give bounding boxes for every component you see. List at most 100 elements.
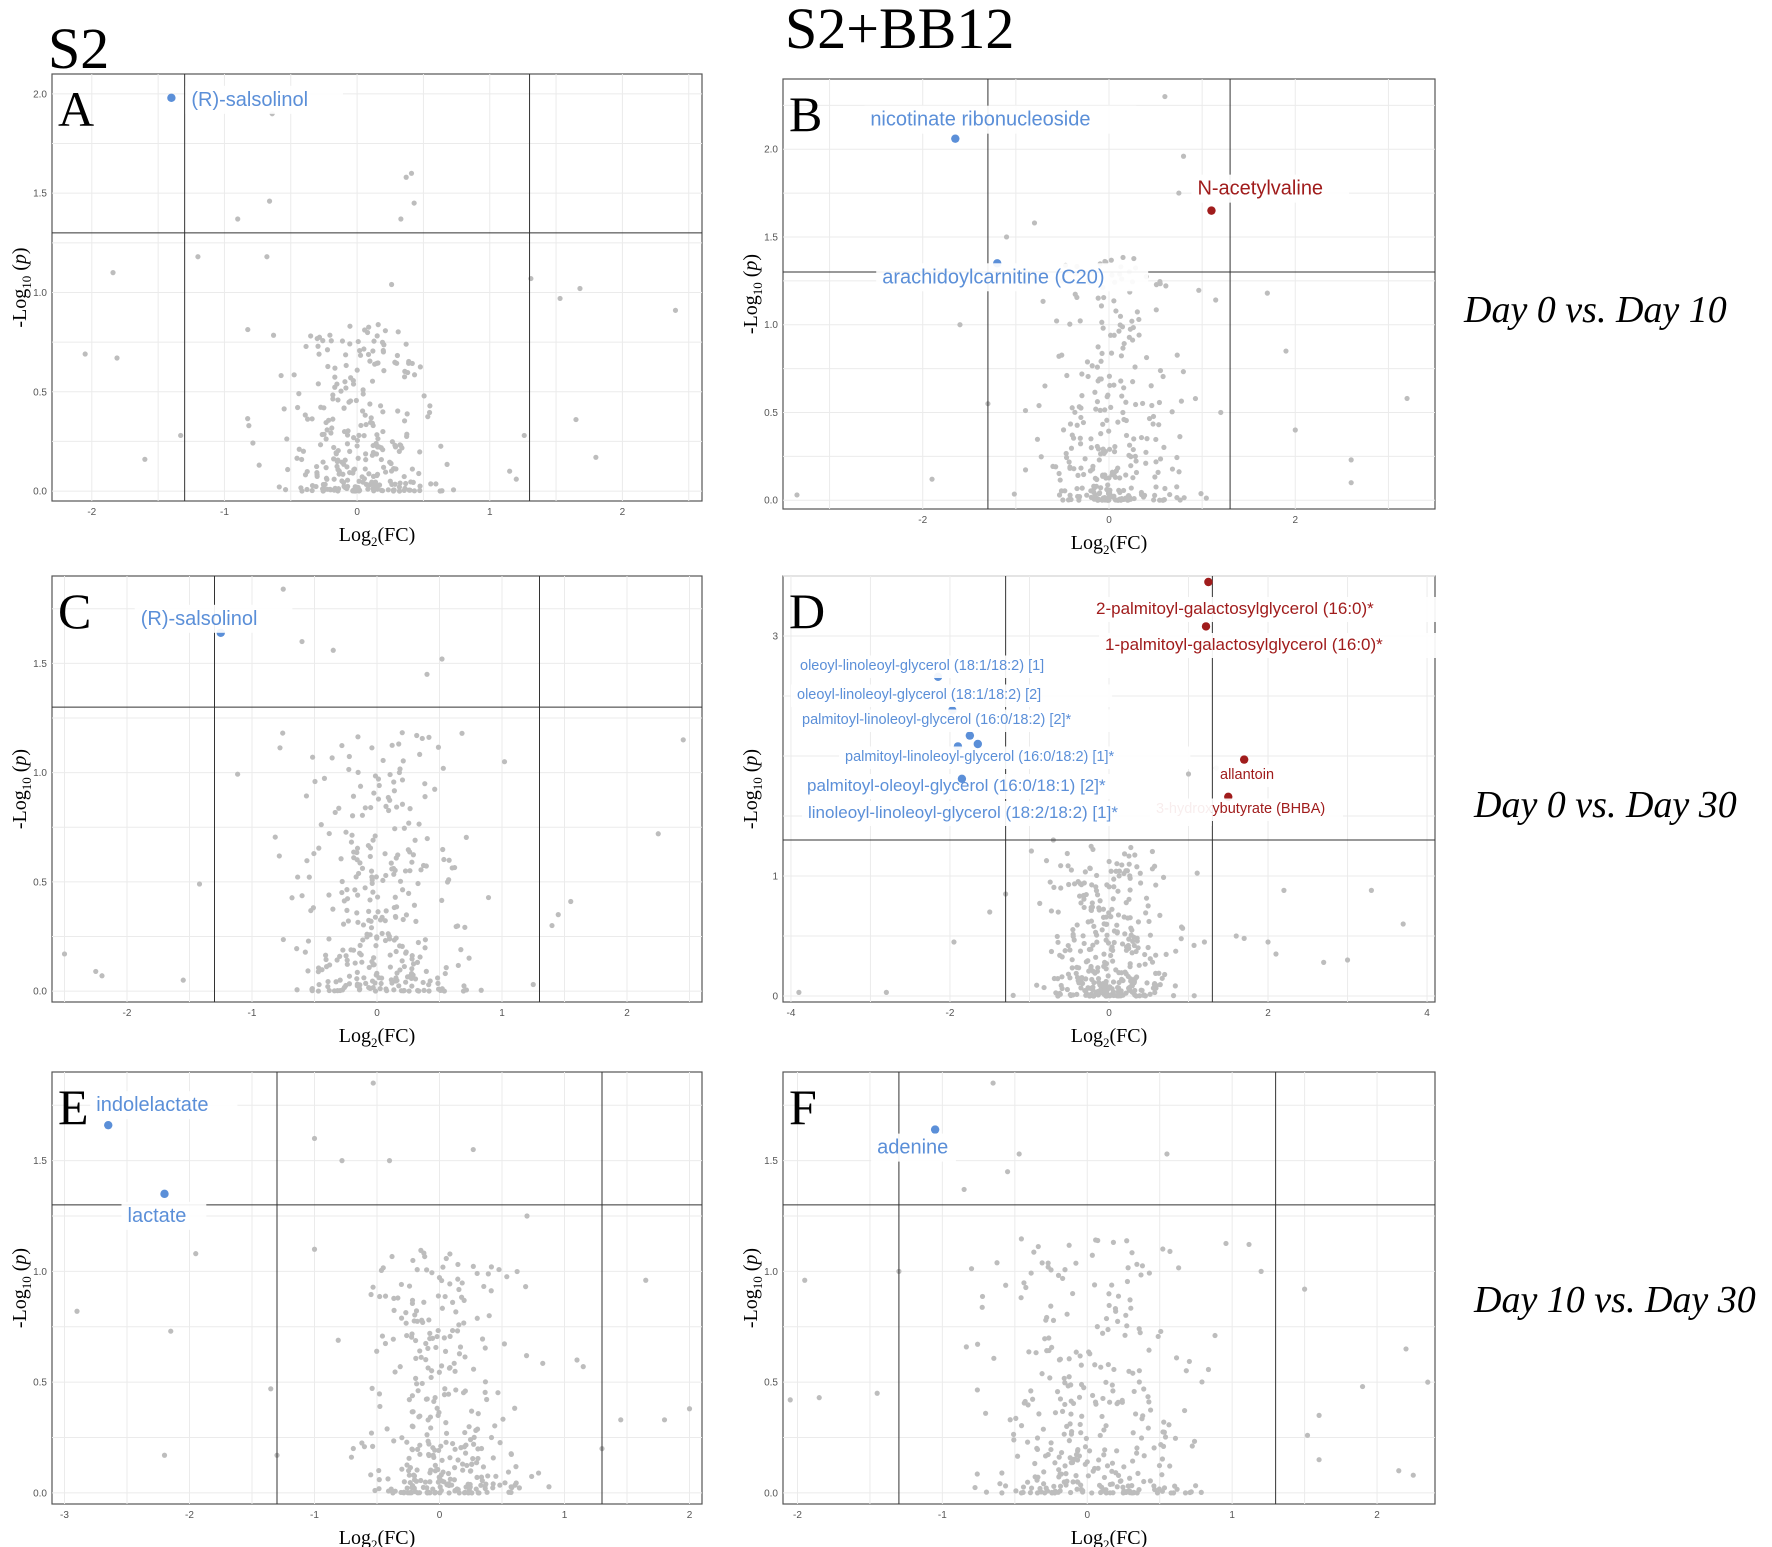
ns-point: [1036, 402, 1042, 409]
ns-point: [1117, 475, 1123, 481]
y-tick-label: 0.0: [764, 1488, 778, 1499]
ns-point: [1116, 993, 1122, 999]
ns-point: [1048, 1267, 1054, 1273]
ns-point: [294, 455, 300, 461]
ns-point: [354, 367, 360, 373]
ns-point: [397, 1364, 403, 1370]
ns-point: [1106, 910, 1112, 916]
ns-point: [1088, 494, 1094, 500]
ns-point: [1055, 939, 1061, 945]
ns-point: [1071, 466, 1077, 472]
ns-point: [1109, 944, 1115, 950]
ns-point: [376, 1486, 382, 1492]
ns-point: [1105, 482, 1111, 488]
ns-point: [339, 878, 345, 885]
ns-point: [1157, 497, 1163, 503]
ns-point: [406, 1397, 412, 1403]
ns-point: [380, 877, 386, 884]
ns-point: [346, 753, 352, 760]
ns-point: [1080, 419, 1087, 426]
ns-point: [355, 892, 361, 898]
ns-point: [463, 987, 470, 993]
ns-point: [1010, 992, 1016, 998]
ns-point: [282, 487, 289, 493]
ns-point: [618, 1417, 624, 1423]
ns-point: [1042, 1490, 1048, 1496]
ns-point: [1059, 1408, 1066, 1414]
ns-point: [535, 1470, 542, 1476]
ns-point: [1105, 973, 1111, 979]
ns-point: [375, 909, 381, 915]
ns-point: [434, 1333, 440, 1340]
ns-point: [1069, 957, 1075, 963]
ns-point: [1022, 407, 1029, 414]
ns-point: [1153, 459, 1159, 465]
ns-point: [368, 1291, 374, 1298]
ns-point: [1120, 487, 1127, 494]
ns-point: [343, 953, 349, 959]
ns-point: [1118, 378, 1124, 384]
ns-point: [1088, 963, 1094, 970]
ns-point: [1138, 492, 1145, 498]
ns-point: [1082, 869, 1088, 875]
ns-point: [1091, 923, 1097, 929]
ns-point: [388, 468, 395, 474]
ns-point: [1105, 1361, 1111, 1368]
ns-point: [957, 322, 963, 328]
ns-point: [1161, 497, 1167, 503]
ns-point: [378, 1267, 385, 1273]
x-axis-subscript: 2: [1103, 1035, 1110, 1050]
ns-point: [340, 471, 346, 477]
ns-point: [1146, 415, 1153, 422]
ns-point: [392, 1488, 398, 1494]
ns-point: [399, 887, 406, 893]
ns-point: [1126, 861, 1132, 867]
ns-point: [1028, 1388, 1034, 1394]
ns-point: [367, 358, 373, 364]
ns-point: [356, 478, 362, 484]
ns-point: [1064, 1423, 1070, 1429]
y-tick-label: 3: [772, 632, 778, 643]
ns-point: [302, 412, 308, 418]
ns-point: [391, 1295, 397, 1301]
ns-point: [397, 480, 403, 486]
ns-point: [321, 775, 328, 781]
ns-point: [410, 1257, 416, 1264]
ns-point: [1095, 295, 1101, 301]
ns-point: [447, 1251, 453, 1257]
ns-point: [315, 988, 322, 994]
annotation-background: [185, 85, 343, 114]
ns-point: [438, 443, 444, 449]
ns-point: [385, 1476, 391, 1482]
x-tick-label: 1: [1229, 1510, 1235, 1521]
ns-point: [521, 432, 527, 439]
ns-point: [409, 1447, 416, 1453]
ns-point: [441, 856, 447, 863]
ns-point: [1109, 906, 1115, 912]
ns-point: [452, 1368, 458, 1374]
ns-point: [1147, 1407, 1154, 1413]
ns-point: [929, 476, 935, 482]
ns-point: [1125, 1265, 1131, 1271]
ns-point: [1068, 445, 1075, 451]
ns-point: [396, 983, 402, 989]
significant-point: [965, 731, 975, 740]
ns-point: [356, 487, 362, 493]
ns-point: [403, 1320, 409, 1326]
ns-point: [482, 1345, 488, 1351]
ns-point: [409, 953, 415, 959]
ns-point: [1182, 1490, 1189, 1496]
ns-point: [1174, 484, 1180, 490]
ns-point: [1151, 1445, 1157, 1451]
ns-point: [1028, 1270, 1034, 1276]
metabolite-label: indolelactate: [96, 1094, 208, 1116]
ns-point: [1107, 1399, 1113, 1405]
ns-point: [1084, 492, 1090, 498]
ns-point: [409, 983, 415, 989]
ns-point: [333, 451, 339, 457]
ns-point: [999, 1470, 1005, 1476]
ns-point: [1067, 321, 1073, 327]
ns-point: [1092, 970, 1098, 976]
ns-point: [372, 1487, 378, 1494]
